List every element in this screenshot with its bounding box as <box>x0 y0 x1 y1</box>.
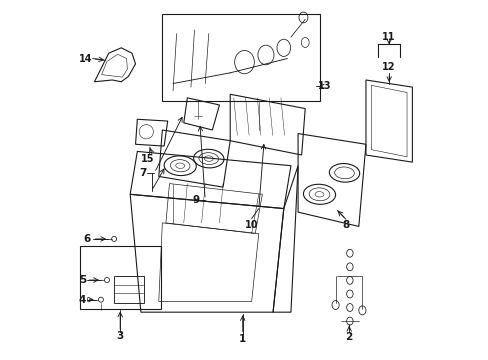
Text: 1: 1 <box>239 334 246 344</box>
Text: 3: 3 <box>116 331 123 341</box>
Text: 9: 9 <box>192 195 200 204</box>
Bar <box>80 246 160 309</box>
Text: 13: 13 <box>318 81 331 91</box>
Bar <box>114 276 144 303</box>
Text: 4: 4 <box>79 295 86 305</box>
Text: 12: 12 <box>382 63 395 72</box>
Text: 7: 7 <box>139 168 146 178</box>
Text: 14: 14 <box>79 54 92 64</box>
Text: 8: 8 <box>342 220 349 230</box>
Text: 2: 2 <box>345 332 352 342</box>
Text: 5: 5 <box>79 275 86 285</box>
Text: 10: 10 <box>244 220 258 230</box>
Text: 6: 6 <box>83 234 91 244</box>
Text: 11: 11 <box>382 32 395 42</box>
Text: 15: 15 <box>141 154 155 163</box>
Bar <box>162 14 319 102</box>
